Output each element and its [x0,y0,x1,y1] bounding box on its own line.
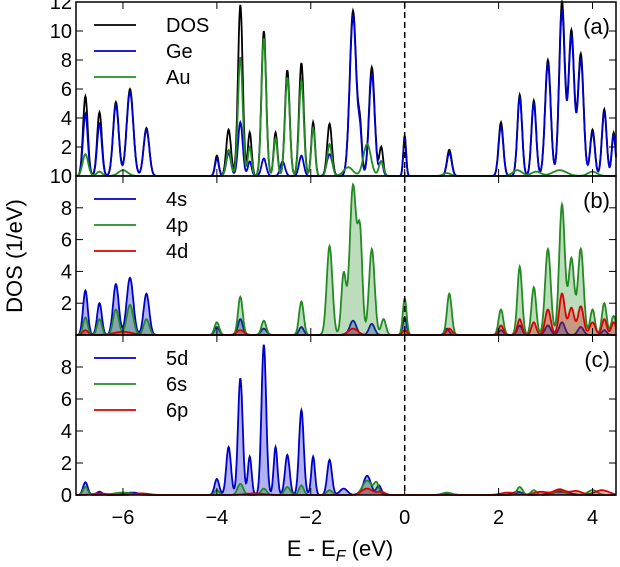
x-axis-label-main: E - E [287,536,336,561]
panel-b: 2 4 6 8 10 4s 4p 4d (b) [50,166,617,336]
y-tick-label: 2 [61,293,72,315]
y-tick-label: 10 [50,166,72,188]
x-tick-label: −6 [112,507,135,529]
y-tick-label: 12 [50,0,72,14]
panels: 2 4 6 8 10 12 DOS Ge Au (a) 2 4 6 8 10 4s 4p 4d (b) 0 2 4 6 8 −6… [50,0,617,529]
x-tick-label: 4 [587,507,598,529]
series-area-5d [76,344,616,495]
y-tick-label: 4 [61,261,72,283]
legend-label-Au: Au [166,67,190,89]
y-tick-label: 8 [61,50,72,72]
y-axis-label: DOS (1/eV) [2,199,27,313]
y-tick-label: 8 [61,357,72,379]
panel-label: (c) [584,347,610,372]
legend-label-Ge: Ge [166,41,193,63]
x-tick-label: −4 [205,507,228,529]
legend-label-DOS: DOS [166,15,209,37]
y-tick-label: 4 [61,421,72,443]
x-tick-label: 0 [399,507,410,529]
panel-label: (b) [583,188,610,213]
y-tick-label: 6 [61,79,72,101]
x-axis-label: E - EF (eV) [287,536,393,565]
series-line-Ge [76,9,617,177]
panel-frame [75,334,617,496]
x-tick-label: 2 [493,507,504,529]
series-area-4s [76,277,616,335]
series-area-4d [76,293,616,335]
panel-c: 0 2 4 6 8 −6 −4 −2 0 2 4 5d 6s 6p (c) [61,334,617,529]
legend-label-4p: 4p [166,215,188,237]
y-tick-label: 10 [50,21,72,43]
legend-label-4s: 4s [166,189,187,211]
legend-label-5d: 5d [166,348,188,370]
y-tick-label: 6 [61,230,72,252]
x-axis-label-unit: (eV) [346,536,394,561]
y-tick-label: 6 [61,389,72,411]
legend-label-6s: 6s [166,374,187,396]
y-tick-label: 2 [61,137,72,159]
x-tick-label: −2 [299,507,322,529]
y-tick-label: 0 [61,485,72,507]
y-tick-label: 2 [61,453,72,475]
y-tick-label: 8 [61,198,72,220]
legend-label-4d: 4d [166,241,188,263]
x-axis-label-subscript: F [336,548,347,565]
series-area-4p [76,184,616,335]
y-tick-label: 4 [61,108,72,130]
panel-label: (a) [583,14,610,39]
panel-a: 2 4 6 8 10 12 DOS Ge Au (a) [50,0,617,177]
legend-label-6p: 6p [166,400,188,422]
series-line-5d [76,344,616,496]
